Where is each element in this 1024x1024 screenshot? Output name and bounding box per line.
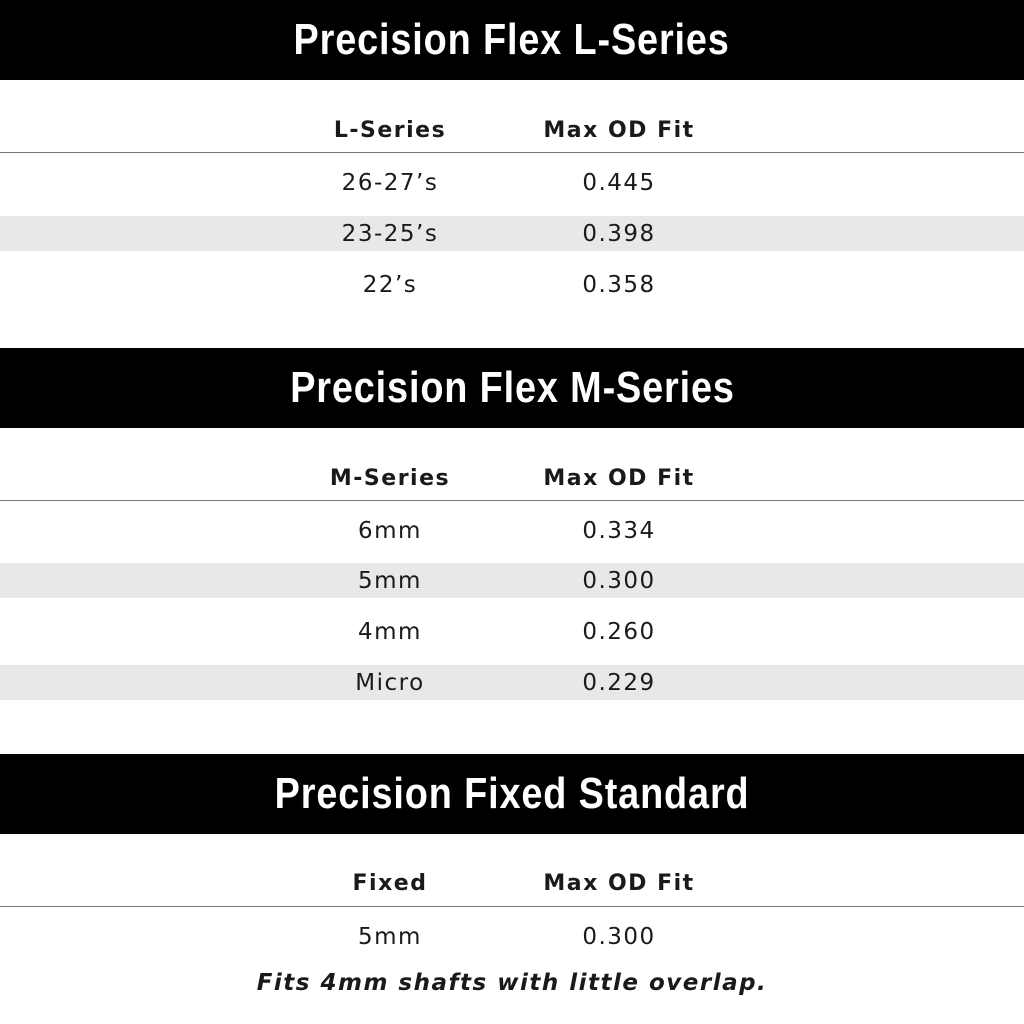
divider: [0, 152, 1024, 153]
column-header: Max OD Fit: [543, 466, 695, 491]
section-title: Precision Flex L-Series: [293, 15, 731, 64]
table-row: 26-27’s 0.445: [0, 165, 1024, 200]
cell: 5mm: [358, 923, 422, 950]
divider: [0, 500, 1024, 501]
cell: 0.445: [582, 169, 656, 196]
table-row: 4mm 0.260: [0, 614, 1024, 649]
table-row: 5mm 0.300: [0, 563, 1024, 598]
column-header: M-Series: [329, 466, 451, 491]
cell: 22’s: [362, 271, 418, 298]
column-header: Fixed: [352, 871, 428, 896]
cell: 26-27’s: [341, 169, 439, 196]
footnote: Fits 4mm shafts with little overlap.: [256, 970, 768, 996]
section-header-l-series: Precision Flex L-Series: [0, 0, 1024, 80]
table-row: 22’s 0.358: [0, 267, 1024, 302]
cell: 0.358: [582, 271, 656, 298]
cell: 0.229: [582, 669, 656, 696]
cell: 4mm: [358, 618, 422, 645]
cell: 0.300: [582, 567, 656, 594]
divider: [0, 906, 1024, 907]
table-row: Micro 0.229: [0, 665, 1024, 700]
section-header-fixed-standard: Precision Fixed Standard: [0, 754, 1024, 834]
table-row: 5mm 0.300: [0, 919, 1024, 954]
section-title: Precision Fixed Standard: [274, 769, 750, 818]
column-header: Max OD Fit: [543, 118, 695, 143]
cell: 0.260: [582, 618, 656, 645]
column-header: L-Series: [333, 118, 447, 143]
cell: 23-25’s: [341, 220, 439, 247]
cell: 0.300: [582, 923, 656, 950]
table-row: 23-25’s 0.398: [0, 216, 1024, 251]
section-header-m-series: Precision Flex M-Series: [0, 348, 1024, 428]
cell: Micro: [355, 669, 425, 696]
cell: 0.398: [582, 220, 656, 247]
cell: 6mm: [358, 517, 422, 544]
cell: 0.334: [582, 517, 656, 544]
table-row: 6mm 0.334: [0, 513, 1024, 548]
cell: 5mm: [358, 567, 422, 594]
section-title: Precision Flex M-Series: [289, 363, 735, 412]
column-header: Max OD Fit: [543, 871, 695, 896]
